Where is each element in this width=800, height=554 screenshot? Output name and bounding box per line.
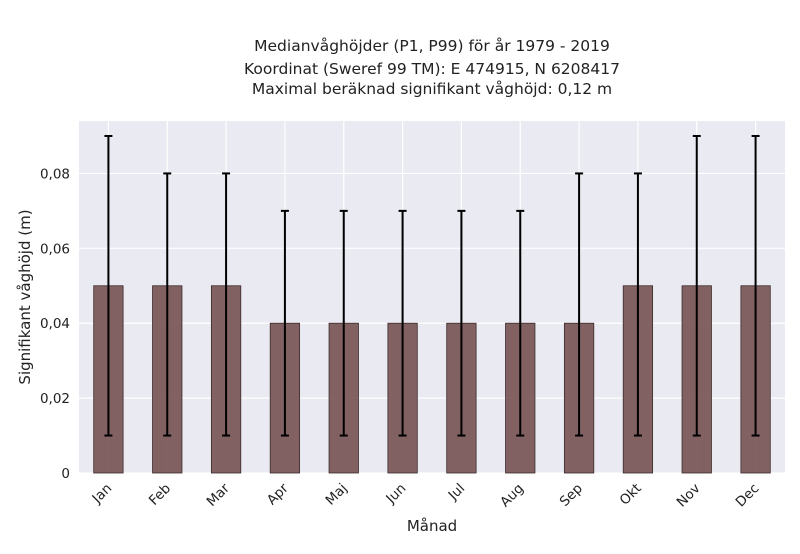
x-axis-label: Månad bbox=[407, 517, 457, 535]
error-bar-nov bbox=[692, 134, 701, 437]
error-bar-mar bbox=[222, 172, 231, 437]
error-bar-feb bbox=[163, 172, 172, 437]
x-tick-label: Aug bbox=[497, 481, 527, 511]
y-tick-label: 0,04 bbox=[40, 316, 70, 332]
x-tick-label: Mar bbox=[204, 480, 234, 510]
error-bar-jul bbox=[457, 209, 466, 437]
x-tick-label: Dec bbox=[733, 481, 763, 511]
error-bar-sep bbox=[575, 172, 584, 437]
chart-title: Medianvåghöjder (P1, P99) för år 1979 - … bbox=[244, 37, 620, 98]
error-bar-aug bbox=[516, 209, 525, 437]
x-tick-label: Sep bbox=[557, 481, 586, 510]
x-tick-label: Feb bbox=[146, 481, 174, 509]
x-tick-label: Maj bbox=[323, 481, 351, 509]
y-tick-label: 0 bbox=[61, 466, 70, 482]
x-tick-label: Jan bbox=[89, 481, 116, 508]
x-tick-label: Nov bbox=[674, 481, 704, 511]
chart-title-line-2: Koordinat (Sweref 99 TM): E 474915, N 62… bbox=[244, 60, 620, 78]
y-tick-label: 0,02 bbox=[40, 391, 70, 407]
chart-title-line-1: Medianvåghöjder (P1, P99) för år 1979 - … bbox=[254, 37, 610, 55]
y-axis-label: Signifikant våghöjd (m) bbox=[16, 209, 34, 384]
plot-area bbox=[79, 121, 785, 473]
error-bar-okt bbox=[633, 172, 642, 437]
error-bars bbox=[104, 134, 760, 437]
y-tick-label: 0,08 bbox=[40, 166, 70, 182]
error-bar-dec bbox=[751, 134, 760, 437]
x-tick-label: Apr bbox=[264, 480, 292, 508]
y-tick-label: 0,06 bbox=[40, 241, 70, 257]
x-tick-label: Okt bbox=[617, 481, 645, 509]
x-tick-label: Jun bbox=[382, 481, 409, 508]
y-axis-ticks: 0 0,02 0,04 0,06 0,08 bbox=[40, 166, 70, 482]
error-bar-maj bbox=[339, 209, 348, 437]
error-bar-apr bbox=[280, 209, 289, 437]
error-bar-jun bbox=[398, 209, 407, 437]
chart-title-line-3: Maximal beräknad signifikant våghöjd: 0,… bbox=[252, 80, 612, 98]
error-bar-jan bbox=[104, 134, 113, 437]
x-axis-ticks: Jan Feb Mar Apr Maj Jun Jul Aug Sep Okt Nov Dec bbox=[89, 480, 763, 510]
x-tick-label: Jul bbox=[445, 481, 469, 505]
